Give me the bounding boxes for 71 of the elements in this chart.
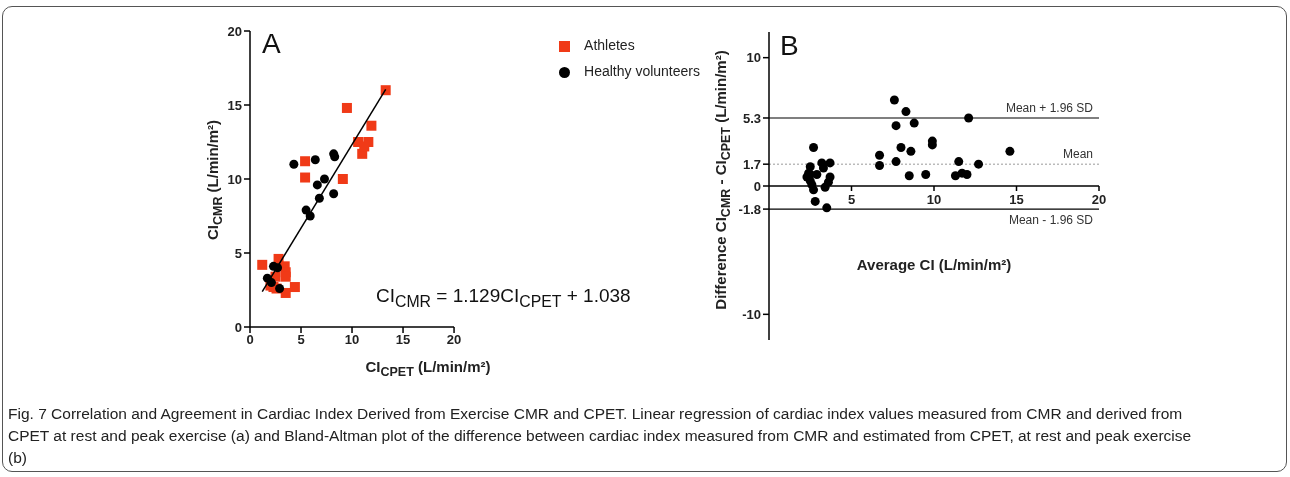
x-tick-label: 5 bbox=[297, 332, 305, 348]
point bbox=[380, 85, 391, 96]
point bbox=[310, 155, 320, 165]
point bbox=[809, 143, 819, 152]
x-tick-label: 10 bbox=[344, 332, 360, 348]
point bbox=[341, 102, 352, 113]
x-axis-title: CI$_{CPET}$ (L/min/m²) bbox=[365, 358, 491, 379]
y-tick-label: 0 bbox=[753, 178, 761, 194]
point bbox=[275, 284, 285, 294]
point bbox=[825, 158, 835, 168]
y-tick-label: 5.3 bbox=[742, 110, 761, 126]
x-tick-label: 10 bbox=[926, 192, 942, 207]
point bbox=[300, 172, 311, 183]
point bbox=[962, 169, 972, 179]
point bbox=[810, 196, 820, 206]
point bbox=[280, 271, 291, 282]
legend-label: Athletes bbox=[584, 37, 635, 53]
caption: Fig. 7 Correlation and Agreement in Cardiac Index Derived from Exercise CMR and CPET. Linear regression of cardiac index values measured from CMR and derived from CPET at rest and peak exercise (a) and Bland-Altman plot of the difference between cardiac index measured from CMR and estimated from CPET, at rest and peak exercise (b) bbox=[8, 404, 1193, 468]
x-tick-label: 5 bbox=[847, 192, 856, 207]
x-tick-label: 20 bbox=[446, 332, 462, 348]
y-tick-label: 20 bbox=[227, 23, 242, 39]
x-tick-label: 0 bbox=[246, 332, 254, 348]
y-tick-label: 1.7 bbox=[742, 156, 761, 172]
point bbox=[891, 157, 901, 167]
point bbox=[901, 107, 911, 117]
point bbox=[366, 120, 377, 131]
y-tick-label: -1.8 bbox=[738, 201, 761, 217]
point bbox=[809, 185, 819, 195]
point bbox=[891, 121, 901, 131]
point bbox=[818, 163, 828, 173]
y-tick-label: -10 bbox=[742, 306, 761, 322]
point bbox=[337, 174, 348, 184]
x-axis-title: Average CI (L/min/m²) bbox=[856, 256, 1012, 273]
point bbox=[906, 146, 916, 156]
point bbox=[312, 180, 322, 190]
annotation: CI$_{CMR}$ = 1.129CI$_{CPET}$ + 1.038 bbox=[376, 285, 631, 311]
point bbox=[954, 157, 964, 167]
point bbox=[329, 189, 339, 199]
point bbox=[1005, 146, 1015, 156]
y-tick-label: 5 bbox=[234, 245, 242, 261]
y-tick-label: 10 bbox=[746, 50, 761, 66]
point bbox=[825, 172, 835, 182]
point bbox=[921, 169, 931, 179]
x-tick-label: 15 bbox=[1009, 192, 1024, 207]
y-tick-label: 0 bbox=[234, 319, 242, 335]
point bbox=[363, 137, 374, 147]
point bbox=[974, 159, 984, 169]
point bbox=[875, 150, 885, 160]
point bbox=[875, 160, 885, 170]
point bbox=[289, 282, 300, 293]
point bbox=[904, 171, 914, 181]
point bbox=[812, 169, 822, 179]
y-tick-label: 15 bbox=[227, 97, 242, 113]
point bbox=[822, 203, 832, 213]
point bbox=[289, 159, 299, 169]
ref-line-label: Mean bbox=[1062, 147, 1093, 162]
point bbox=[300, 156, 311, 167]
y-tick-label: 10 bbox=[227, 171, 242, 187]
ref-line-label: Mean + 1.96 SD bbox=[1005, 100, 1094, 115]
point bbox=[964, 113, 974, 123]
annotation: A bbox=[262, 28, 281, 60]
point bbox=[889, 95, 899, 105]
point bbox=[257, 259, 268, 270]
x-tick-label: 20 bbox=[1091, 192, 1107, 207]
legend-label: Healthy volunteers bbox=[584, 63, 700, 79]
point bbox=[896, 143, 906, 152]
point bbox=[319, 174, 329, 184]
x-tick-label: 15 bbox=[395, 332, 411, 348]
annotation: B bbox=[780, 30, 799, 62]
point bbox=[909, 118, 919, 128]
ref-line-label: Mean - 1.96 SD bbox=[1008, 212, 1094, 227]
